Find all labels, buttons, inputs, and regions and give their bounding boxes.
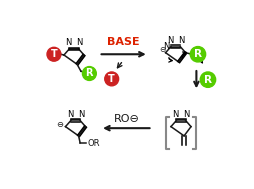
Text: N: N <box>65 38 72 47</box>
Text: N: N <box>78 110 84 119</box>
Text: ⊖: ⊖ <box>57 120 64 129</box>
Text: N: N <box>167 36 173 45</box>
Text: N: N <box>67 110 73 119</box>
Text: N: N <box>172 110 179 119</box>
Text: BASE: BASE <box>107 36 139 46</box>
Text: T: T <box>51 49 57 59</box>
Text: R: R <box>204 75 212 85</box>
Text: N: N <box>178 36 184 45</box>
Text: R: R <box>86 68 93 78</box>
Text: N: N <box>163 42 170 51</box>
Text: T: T <box>108 74 115 84</box>
Text: RO⊖: RO⊖ <box>113 114 139 124</box>
Circle shape <box>190 46 206 62</box>
Text: R: R <box>194 49 202 59</box>
Text: N: N <box>76 38 83 47</box>
Circle shape <box>83 67 96 81</box>
Text: ⊖: ⊖ <box>159 45 166 54</box>
Circle shape <box>105 72 119 86</box>
Circle shape <box>47 47 61 61</box>
Text: OR: OR <box>87 139 100 148</box>
Circle shape <box>200 72 216 87</box>
Text: N: N <box>183 110 189 119</box>
